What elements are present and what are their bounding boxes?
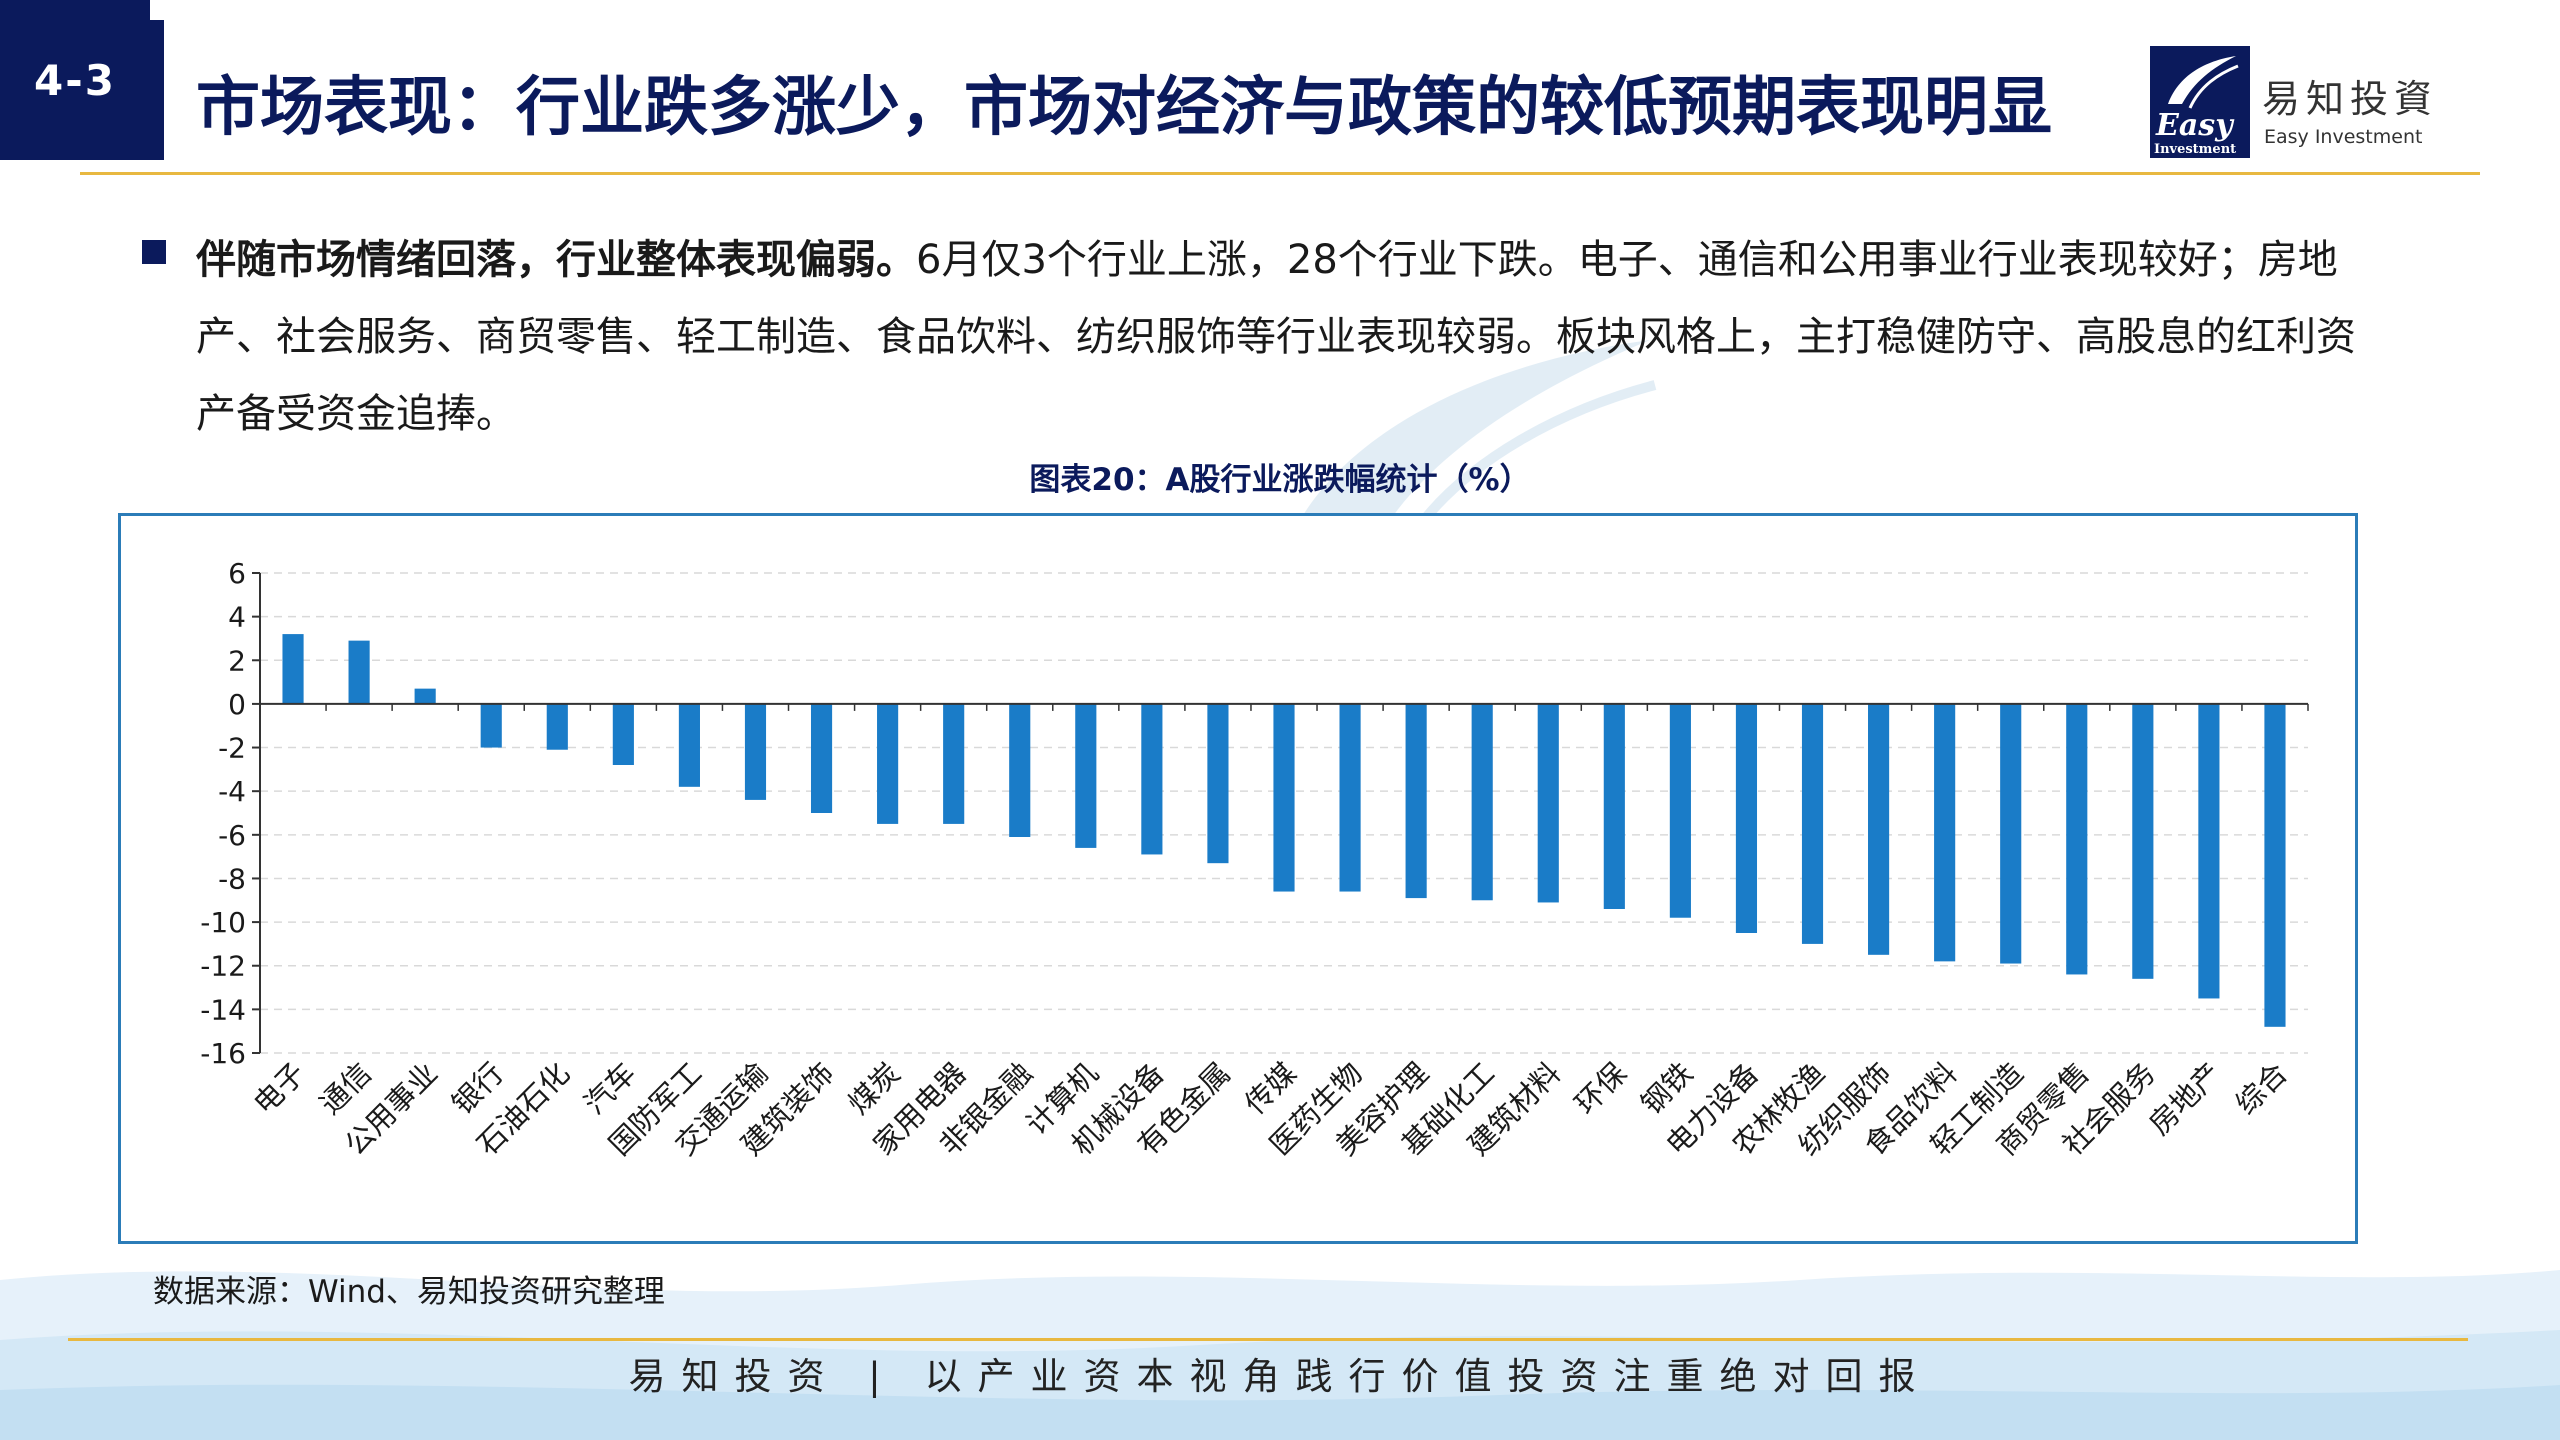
- bar: [1207, 703, 1229, 864]
- bar: [1141, 703, 1163, 855]
- bar: [1471, 703, 1493, 901]
- logo-mark: Easy Investment: [2150, 46, 2250, 158]
- bar: [1735, 703, 1758, 933]
- y-tick-label: 2: [228, 644, 246, 677]
- x-tick-label: 环保: [1568, 1056, 1633, 1121]
- bar: [678, 703, 700, 787]
- logo-name-cn: 易知投資: [2262, 77, 2439, 121]
- bar: [480, 703, 502, 748]
- bar: [282, 634, 304, 704]
- y-tick-label: -16: [200, 1037, 246, 1070]
- bar: [2264, 703, 2286, 1027]
- bar: [2066, 703, 2088, 975]
- bar: [1537, 703, 1559, 903]
- bar: [877, 703, 899, 824]
- bar: [943, 703, 965, 824]
- watermark-swirl-icon: [1300, 340, 1657, 529]
- logo-name-en: Easy Investment: [2264, 126, 2423, 148]
- bar: [2000, 703, 2022, 964]
- bar: [1934, 703, 1956, 962]
- y-tick-label: -8: [218, 862, 246, 895]
- body-lead: 伴随市场情绪回落，行业整体表现偏弱。: [196, 237, 916, 283]
- page-title: 市场表现：行业跌多涨少，市场对经济与政策的较低预期表现明显: [196, 71, 2052, 145]
- bar: [414, 688, 436, 704]
- bar: [1603, 703, 1625, 909]
- body-text: 6月仅3个行业上涨，28个行业下跌。电子、通信和公用事业行业表现较好；房地产、社…: [196, 237, 2356, 437]
- section-number: 4-3: [0, 0, 150, 160]
- logo-mark-subtext: Investment: [2154, 142, 2237, 157]
- y-tick-label: -6: [218, 819, 246, 852]
- logo-mark-text: Easy: [2156, 108, 2233, 143]
- body-paragraph: 伴随市场情绪回落，行业整体表现偏弱。6月仅3个行业上涨，28个行业下跌。电子、通…: [196, 222, 2366, 453]
- y-tick-label: -12: [200, 950, 246, 983]
- bar: [2132, 703, 2154, 979]
- bar: [1075, 703, 1097, 848]
- bar: [2198, 703, 2220, 999]
- data-source: 数据来源：Wind、易知投资研究整理: [153, 1274, 665, 1310]
- bar: [348, 640, 370, 704]
- y-tick-label: 0: [228, 688, 246, 721]
- x-tick-label: 电子: [247, 1056, 312, 1121]
- footer-divider: [68, 1338, 2468, 1341]
- bar: [1669, 703, 1691, 918]
- y-tick-label: -2: [218, 732, 246, 765]
- brand-logo: Easy Investment 易知投資 Easy Investment: [2150, 38, 2450, 158]
- bar: [612, 703, 634, 765]
- bar: [810, 703, 833, 813]
- y-tick-label: 6: [228, 557, 246, 590]
- bullet-square: [142, 240, 166, 264]
- swirl-icon: [2168, 56, 2239, 109]
- bar: [546, 703, 568, 750]
- bar: [1405, 703, 1427, 899]
- y-tick-label: -14: [200, 993, 246, 1026]
- y-tick-label: -4: [218, 775, 246, 808]
- y-tick-label: -10: [200, 906, 246, 939]
- y-tick-label: 4: [228, 601, 246, 634]
- bar: [1868, 703, 1890, 955]
- section-divider: [142, 20, 164, 160]
- bar: [1273, 703, 1295, 892]
- decorative-waves: [0, 1270, 2560, 1440]
- chart-title: 图表20：A股行业涨跌幅统计（%）: [1029, 462, 1531, 498]
- bar: [744, 703, 767, 800]
- x-tick-label: 综合: [2229, 1056, 2294, 1121]
- x-tick-label: 房地产: [2142, 1056, 2228, 1142]
- header-divider: [80, 172, 2480, 175]
- bar: [1009, 703, 1031, 837]
- bar: [1339, 703, 1361, 892]
- footer-slogan: 易知投资 | 以产业资本视角践行价值投资注重绝对回报: [628, 1355, 1932, 1398]
- bar: [1801, 703, 1824, 944]
